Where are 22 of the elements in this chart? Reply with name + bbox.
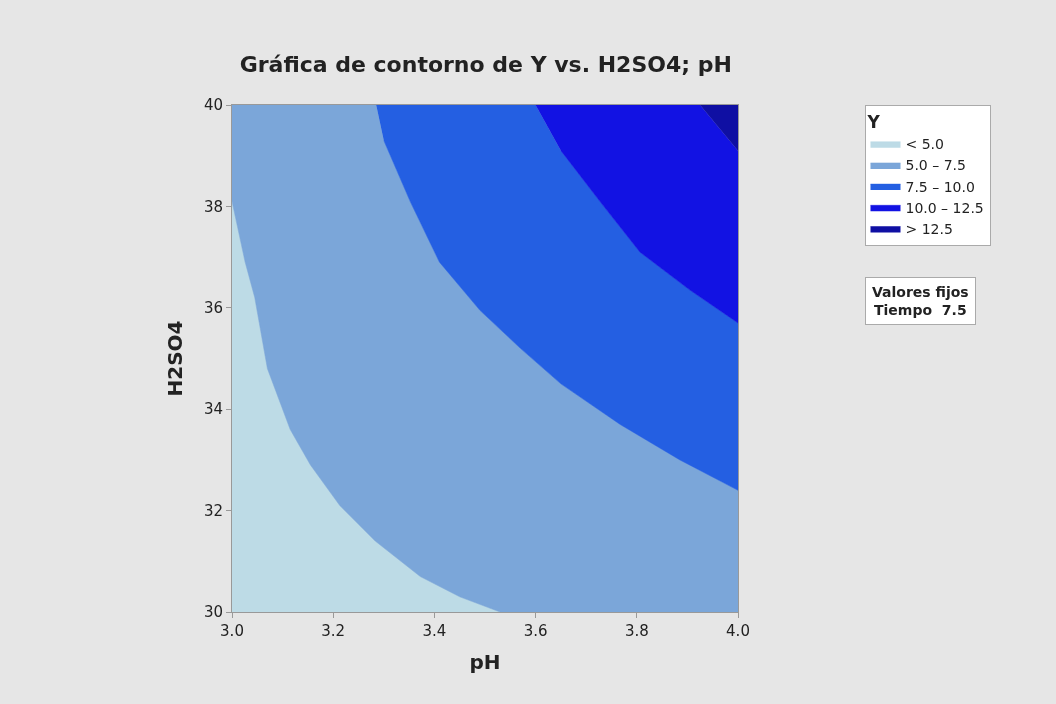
chart-title: Gráfica de contorno de Y vs. H2SO4; pH (239, 51, 732, 77)
x-tick-label: 3.4 (422, 622, 447, 640)
y-tick-label: 30 (203, 603, 223, 622)
text: Valores fijos Tiempo 7.5 (872, 284, 969, 319)
y-tick-label: 36 (203, 299, 223, 318)
y-tick-label: 38 (203, 197, 223, 216)
legend-label: < 5.0 (905, 136, 944, 153)
x-tick-label: 4.0 (726, 622, 750, 640)
legend-title: Y (866, 112, 881, 133)
legend-label: > 12.5 (905, 220, 953, 237)
x-tick-label: 3.6 (523, 622, 548, 640)
x-tick-label: 3.2 (321, 622, 346, 640)
legend-label: 7.5 – 10.0 (905, 178, 975, 195)
x-axis-title: pH (469, 649, 501, 674)
legend-label: 10.0 – 12.5 (905, 199, 984, 216)
y-tick-label: 34 (203, 400, 223, 419)
legend-label: 5.0 – 7.5 (905, 157, 966, 174)
x-tick-label: 3.8 (624, 622, 649, 640)
x-tick-label: 3.0 (220, 622, 244, 640)
y-axis-title: H2SO4 (163, 320, 188, 397)
y-tick-label: 32 (203, 501, 223, 520)
y-tick-label: 40 (203, 96, 223, 115)
